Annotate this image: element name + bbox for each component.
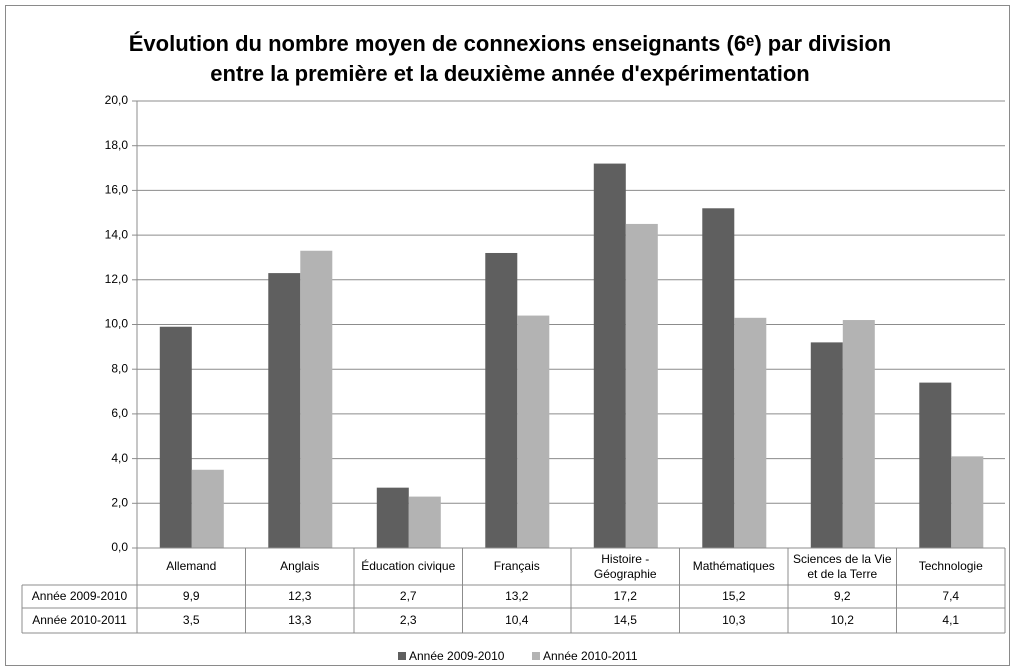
bar	[625, 223, 658, 549]
y-tick-label: 8,0	[111, 361, 128, 375]
bar	[300, 250, 333, 548]
bar	[951, 456, 984, 548]
table-value: 15,2	[722, 589, 746, 603]
table-value: 13,2	[505, 589, 529, 603]
bar	[376, 487, 409, 548]
bar	[593, 163, 626, 548]
table-value: 9,2	[833, 589, 851, 603]
table-value: 2,7	[399, 589, 417, 603]
y-tick-label: 10,0	[105, 317, 129, 331]
x-tick-label: Allemand	[166, 559, 217, 573]
y-tick-label: 6,0	[111, 406, 128, 420]
table-value: 10,4	[505, 613, 529, 627]
table-value: 10,3	[722, 613, 746, 627]
bar	[517, 315, 550, 548]
x-tick-label: Histoire - Géographie	[593, 551, 657, 581]
bar	[919, 382, 952, 548]
row-label: Année 2009-2010	[31, 589, 128, 603]
row-label: Année 2010-2011	[32, 613, 127, 627]
y-tick-label: 2,0	[111, 495, 128, 509]
y-tick-label: 4,0	[111, 451, 128, 465]
y-tick-label: 20,0	[105, 93, 129, 107]
bar	[485, 252, 518, 549]
table-value: 12,3	[288, 589, 312, 603]
legend-label: Année 2010-2011	[543, 649, 638, 663]
table-value: 3,5	[182, 613, 200, 627]
table-value: 13,3	[288, 613, 312, 627]
chart-title: Évolution du nombre moyen de connexions …	[129, 31, 892, 56]
bar	[408, 496, 441, 548]
table-value: 10,2	[830, 613, 854, 627]
legend-label: Année 2009-2010	[409, 649, 505, 663]
x-tick-label: Technologie	[918, 559, 983, 573]
table-value: 2,3	[399, 613, 417, 627]
bar	[191, 469, 224, 548]
table-value: 7,4	[942, 589, 960, 603]
table-value: 14,5	[613, 613, 637, 627]
bar	[734, 317, 767, 548]
bar	[268, 273, 301, 548]
y-tick-label: 14,0	[105, 227, 129, 241]
table-value: 17,2	[613, 589, 637, 603]
legend-swatch	[398, 652, 406, 660]
x-tick-label: Français	[493, 559, 540, 573]
legend-swatch	[532, 652, 540, 660]
x-tick-label: Sciences de la Vie et de la Terre	[792, 551, 892, 581]
bar	[842, 320, 875, 548]
x-tick-label: Mathématiques	[692, 559, 775, 573]
chart-title: entre la première et la deuxième année d…	[210, 61, 809, 86]
y-tick-label: 18,0	[105, 138, 129, 152]
table-value: 4,1	[942, 613, 960, 627]
table-value: 9,9	[182, 589, 200, 603]
y-tick-label: 0,0	[111, 540, 128, 554]
x-tick-label: Anglais	[280, 559, 320, 573]
bar	[702, 208, 735, 548]
bar	[159, 326, 192, 548]
y-tick-label: 16,0	[105, 183, 129, 197]
y-tick-label: 12,0	[105, 272, 129, 286]
x-tick-label: Éducation civique	[361, 559, 456, 573]
bar	[810, 342, 843, 548]
